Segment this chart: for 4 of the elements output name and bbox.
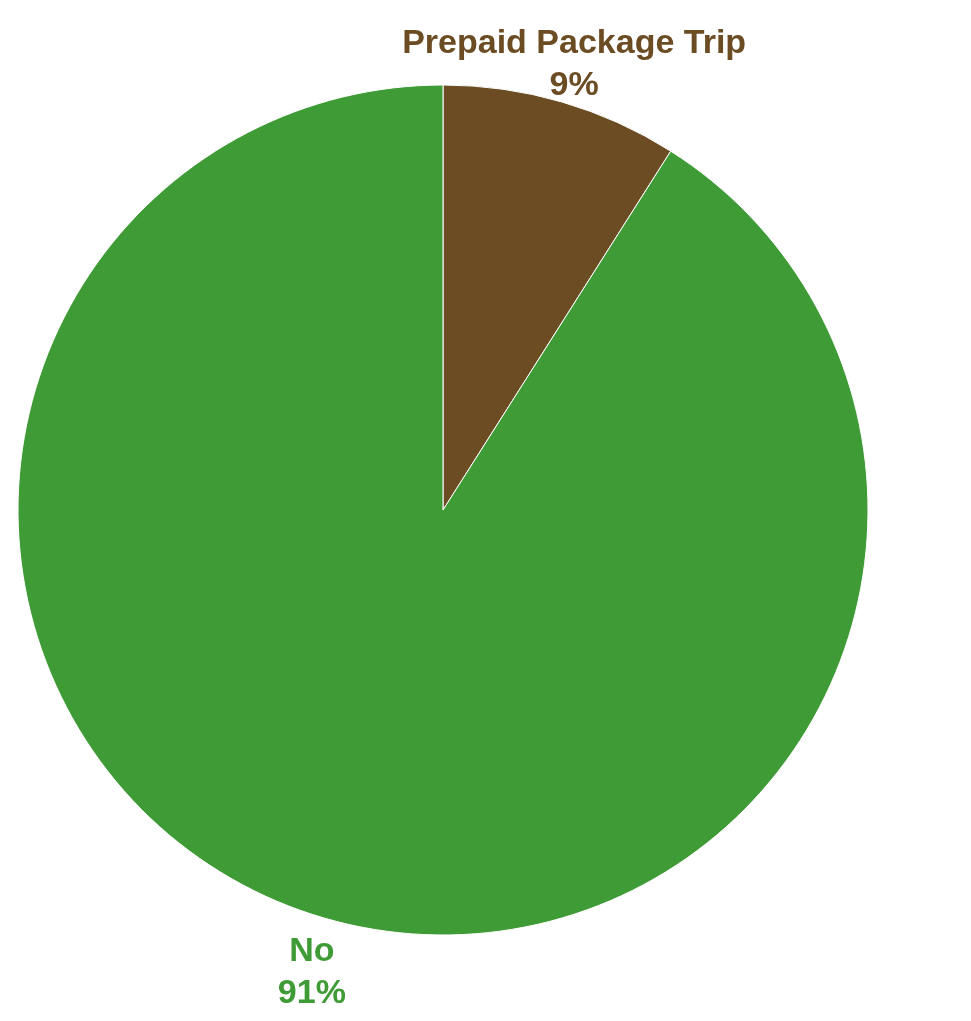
slice-label: No — [289, 930, 335, 969]
data-label: 9% — [549, 63, 599, 102]
data-label: 91% — [277, 972, 346, 1011]
slice-label: Prepaid Package Trip — [402, 21, 747, 60]
